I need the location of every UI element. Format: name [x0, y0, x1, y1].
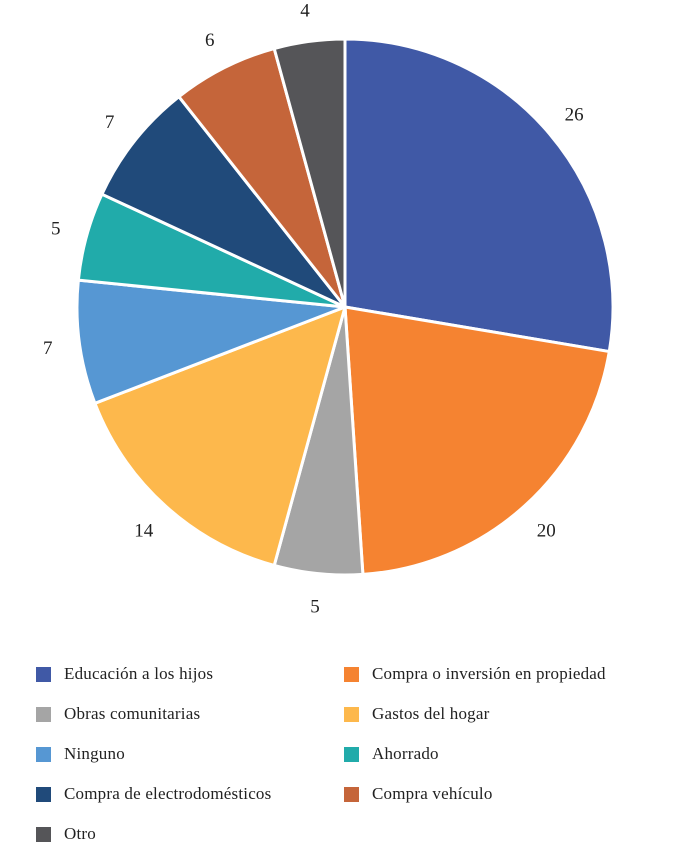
legend-label: Compra vehículo: [372, 784, 493, 803]
legend-label: Ninguno: [64, 744, 125, 763]
pie-chart: 26 20 5 14 7 5 7 6 4: [43, 1, 615, 618]
legend-item-compra-vehiculo: Compra vehículo: [344, 783, 493, 805]
pie-slice-compra-de-electrodomesticos: [100, 95, 347, 309]
legend-label: Compra o inversión en propiedad: [372, 664, 606, 683]
legend-label: Compra de electrodomésticos: [64, 784, 272, 803]
legend-item-obras-comunitarias: Obras comunitarias: [36, 703, 200, 725]
legend-item-compra-o-inversion-en-propiedad: Compra o inversión en propiedad: [344, 663, 606, 685]
legend-swatch: [36, 826, 51, 842]
data-label-ahorrado: 5: [51, 219, 61, 240]
data-label-gastos-del-hogar: 14: [134, 521, 154, 542]
pie-slice-compra-o-inversion-en-propiedad: [343, 305, 611, 576]
legend-label: Ahorrado: [372, 744, 439, 763]
legend-swatch: [36, 666, 51, 682]
legend-label: Gastos del hogar: [372, 704, 490, 723]
data-label-otro: 4: [300, 1, 310, 22]
legend-item-ahorrado: Ahorrado: [344, 743, 439, 765]
legend-swatch: [36, 706, 51, 722]
legend-item-compra-de-electrodomesticos: Compra de electrodomésticos: [36, 783, 271, 805]
legend-swatch: [344, 706, 359, 722]
pie-slice-gastos-del-hogar: [93, 305, 347, 567]
data-label-compra-de-electrodomesticos: 7: [105, 112, 115, 133]
legend-label: Otro: [64, 824, 96, 843]
legend-swatch: [36, 786, 51, 802]
legend-label: Educación a los hijos: [64, 664, 214, 683]
legend-item-ninguno: Ninguno: [36, 743, 125, 765]
legend-swatch: [344, 666, 359, 682]
legend-item-otro: Otro: [36, 823, 96, 845]
data-label-obras-comunitarias: 5: [310, 597, 320, 618]
legend-swatch: [344, 786, 359, 802]
pie-slice-otro: [272, 37, 347, 309]
legend-item-educacion-a-los-hijos: Educación a los hijos: [36, 663, 213, 685]
data-label-ninguno: 7: [43, 338, 53, 359]
legend-swatch: [36, 746, 51, 762]
data-label-educacion-a-los-hijos: 26: [565, 104, 584, 125]
legend-item-gastos-del-hogar: Gastos del hogar: [344, 703, 489, 725]
pie-slice-educacion-a-los-hijos: [343, 37, 615, 354]
pie-data-labels: 26 20 5 14 7 5 7 6 4: [43, 1, 584, 618]
legend-label: Obras comunitarias: [64, 704, 201, 723]
data-label-compra-o-inversion-en-propiedad: 20: [537, 521, 556, 542]
data-label-compra-vehiculo: 6: [205, 30, 215, 51]
pie-slice-ninguno: [75, 278, 347, 405]
legend-swatch: [344, 746, 359, 762]
pie-slices: [75, 37, 615, 577]
